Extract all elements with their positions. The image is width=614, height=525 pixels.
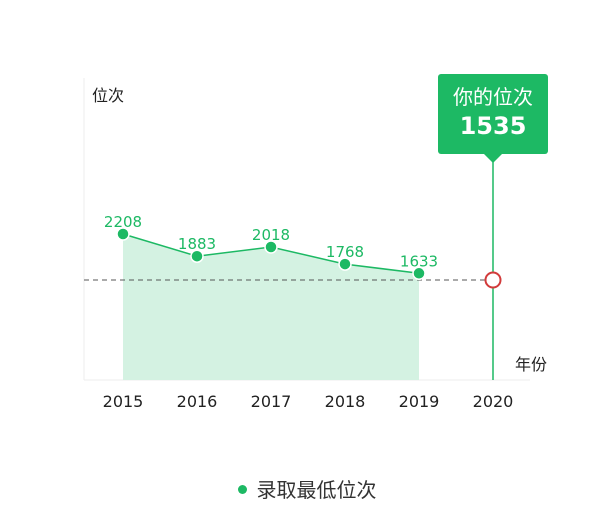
data-point-2018[interactable]	[338, 257, 352, 271]
value-labels: 2208 1883 2018 1768 1633	[104, 213, 438, 270]
value-label-2016: 1883	[178, 235, 216, 253]
your-rank-title: 你的位次	[453, 85, 533, 109]
x-tick-2015: 2015	[103, 392, 144, 411]
x-tick-2020: 2020	[473, 392, 514, 411]
x-tick-2016: 2016	[177, 392, 218, 411]
value-label-2018: 1768	[326, 243, 364, 261]
value-label-2015: 2208	[104, 213, 142, 231]
x-axis-title: 年份	[515, 355, 547, 374]
value-label-2017: 2018	[252, 226, 290, 244]
data-point-2019[interactable]	[412, 266, 426, 281]
data-point-2015[interactable]	[116, 227, 130, 241]
your-rank-callout: 你的位次 1535	[438, 74, 548, 163]
x-tick-2018: 2018	[325, 392, 366, 411]
data-point-2016[interactable]	[190, 249, 204, 263]
legend-label: 录取最低位次	[256, 478, 377, 502]
series-area	[123, 234, 419, 380]
your-rank-marker[interactable]	[484, 271, 502, 289]
legend-dot-icon	[237, 485, 247, 494]
x-tick-2017: 2017	[251, 392, 292, 411]
your-rank-value: 1535	[459, 112, 527, 140]
x-tick-labels: 2015 2016 2017 2018 2019 2020	[103, 392, 514, 411]
value-label-2019: 1633	[400, 252, 438, 270]
data-point-2017[interactable]	[264, 240, 278, 254]
y-axis-title: 位次	[92, 86, 124, 105]
legend[interactable]: 录取最低位次	[0, 474, 614, 503]
series-points	[116, 227, 426, 281]
x-tick-2019: 2019	[399, 392, 440, 411]
